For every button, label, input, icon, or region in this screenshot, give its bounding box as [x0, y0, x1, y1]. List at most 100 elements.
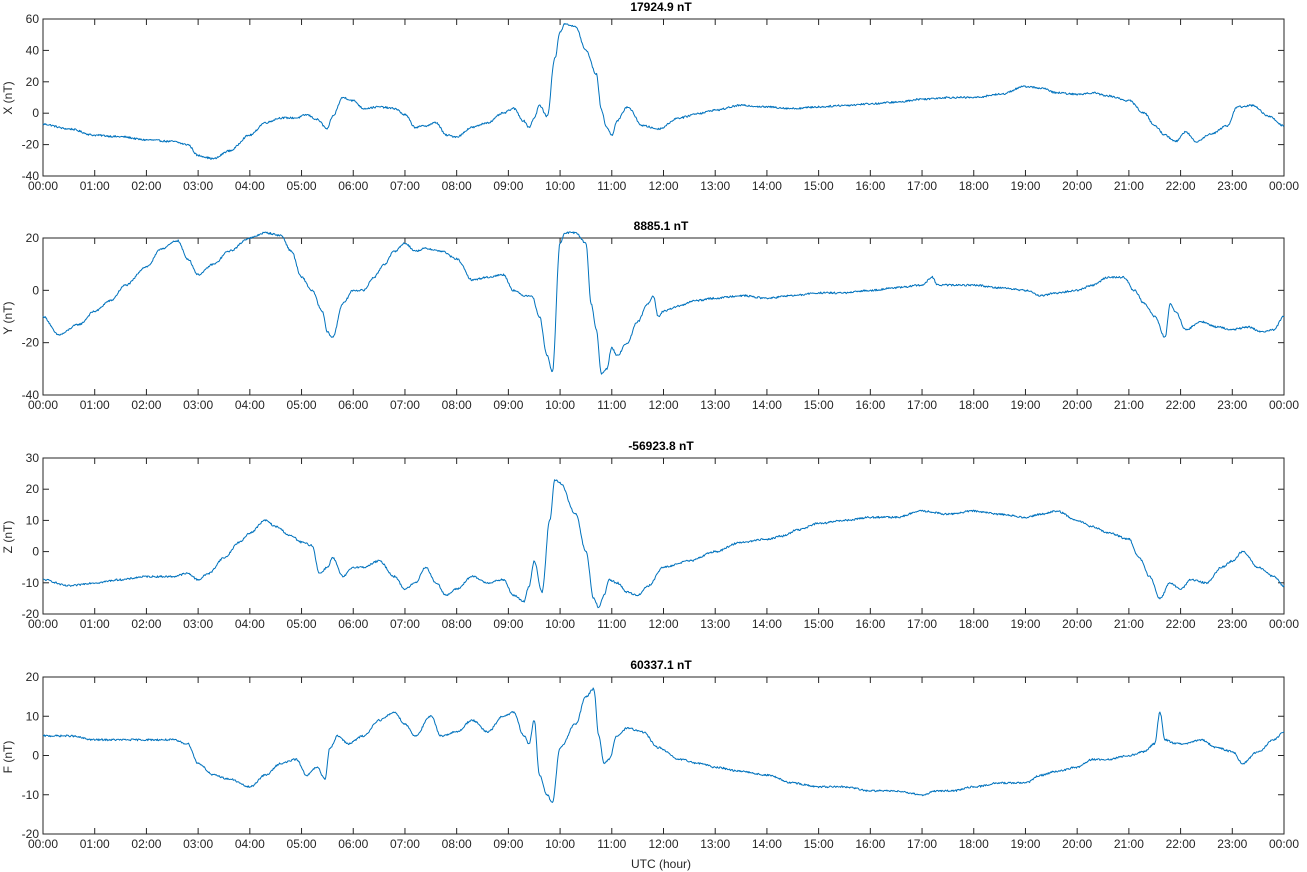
panel-x-xtick-label: 21:00	[1114, 179, 1144, 193]
panel-y-xtick-label: 14:00	[752, 398, 782, 412]
panel-x-xtick-label: 14:00	[752, 179, 782, 193]
panel-z-ytick-label: 30	[26, 451, 40, 465]
panel-y-title: 8885.1 nT	[634, 219, 689, 233]
panel-y-xtick-label: 07:00	[390, 398, 420, 412]
panel-z-xtick-label: 21:00	[1114, 617, 1144, 631]
panel-f-xtick-label: 08:00	[442, 837, 472, 851]
panel-f-ytick-label: -10	[22, 788, 40, 802]
panel-f-xtick-label: 11:00	[597, 837, 626, 851]
panel-y-xtick-label: 00:00	[1269, 398, 1299, 412]
panel-x-xtick-label: 12:00	[648, 179, 678, 193]
panel-x-xtick-label: 22:00	[1166, 179, 1196, 193]
panel-x-ytick-label: 20	[26, 75, 40, 89]
panel-x-xtick-label: 23:00	[1217, 179, 1247, 193]
panel-x-xtick-label: 00:00	[28, 179, 58, 193]
panel-y-xtick-label: 22:00	[1166, 398, 1196, 412]
panel-f-title: 60337.1 nT	[630, 658, 692, 672]
panel-x-ytick-label: -40	[22, 169, 40, 183]
panel-f-xtick-label: 23:00	[1217, 837, 1247, 851]
panel-z-xtick-label: 20:00	[1062, 617, 1092, 631]
panel-f-ytick-label: -20	[22, 827, 40, 841]
panel-f-xtick-label: 04:00	[235, 837, 265, 851]
panel-y-xtick-label: 20:00	[1062, 398, 1092, 412]
panel-f-xtick-label: 20:00	[1062, 837, 1092, 851]
panel-x-ylabel: X (nT)	[1, 81, 15, 114]
panel-f-ytick-label: 10	[26, 709, 40, 723]
panel-f-xtick-label: 10:00	[545, 837, 575, 851]
panel-f: 60337.1 nT F (nT) 00:00 01:00 02:00 03:00 04…	[1, 658, 1299, 851]
panel-y-xtick-label: 04:00	[235, 398, 265, 412]
panel-z-xtick-label: 11:00	[597, 617, 626, 631]
panel-f-xtick-label: 17:00	[907, 837, 937, 851]
panel-x-xtick-label: 02:00	[131, 179, 161, 193]
panel-f-ytick-label: 20	[26, 670, 40, 684]
panel-z-xtick-label: 14:00	[752, 617, 782, 631]
panel-x-xtick-label: 03:00	[183, 179, 213, 193]
panel-y-series-line	[42, 231, 1285, 375]
panel-x-xtick-label: 06:00	[338, 179, 368, 193]
panel-x: 17924.9 nT X (nT) 00:00 01:00 02:00 03:00 0 4…	[1, 0, 1299, 193]
panel-z-xtick-label: 02:00	[131, 617, 161, 631]
panel-f-xtick-label: 14:00	[752, 837, 782, 851]
panel-x-xtick-label: 08:00	[442, 179, 472, 193]
panel-z-ytick-label: -20	[22, 607, 40, 621]
panel-x-xtick-label: 09:00	[493, 179, 523, 193]
panel-y-xtick-label: 17:00	[907, 398, 937, 412]
panel-z-xtick-label: 17:00	[907, 617, 937, 631]
panel-f-xtick-label: 21:00	[1114, 837, 1144, 851]
panel-x-ytick-label: 60	[26, 12, 40, 26]
panel-z-ytick-label: 10	[26, 513, 40, 527]
panel-y-xtick-label: 10:00	[545, 398, 575, 412]
panel-f-xtick-label: 02:00	[131, 837, 161, 851]
panel-y-ytick-label: -20	[22, 336, 40, 350]
panel-f-xtick-label: 09:00	[493, 837, 523, 851]
panel-y-ytick-label: 20	[26, 231, 40, 245]
panel-z-xtick-label: 12:00	[648, 617, 678, 631]
panel-z-xtick-label: 07:00	[390, 617, 420, 631]
panel-y-xtick-label: 19:00	[1010, 398, 1040, 412]
panel-x-xtick-label: 05:00	[287, 179, 317, 193]
panel-f-xtick-label: 06:00	[338, 837, 368, 851]
panel-y-xtick-label: 11:00	[597, 398, 626, 412]
panel-z-xtick-label: 18:00	[959, 617, 989, 631]
panel-f-xtick-label: 18:00	[959, 837, 989, 851]
panel-z-title: -56923.8 nT	[628, 439, 694, 453]
panel-x-xtick-label: 18:00	[959, 179, 989, 193]
panel-y-xtick-label: 00:00	[28, 398, 58, 412]
panel-f-xtick-label: 01:00	[80, 837, 110, 851]
panel-z-ylabel: Z (nT)	[1, 521, 15, 554]
panel-y-xtick-label: 02:00	[131, 398, 161, 412]
panel-z-xtick-label: 13:00	[700, 617, 730, 631]
panel-z-ytick-label: -10	[22, 576, 40, 590]
panel-x-xtick-label: 13:00	[700, 179, 730, 193]
panel-x-title: 17924.9 nT	[630, 0, 692, 14]
panel-z-xtick-label: 08:00	[442, 617, 472, 631]
panel-x-xtick-label: 07:00	[390, 179, 420, 193]
panel-f-ylabel: F (nT)	[1, 741, 15, 774]
panel-x-ytick-label: 40	[26, 43, 40, 57]
panel-z-ytick-label: 20	[26, 482, 40, 496]
panel-f-xtick-label: 05:00	[287, 837, 317, 851]
panel-x-xtick-label: 00:00	[1269, 179, 1299, 193]
panel-z-xtick-label: 06:00	[338, 617, 368, 631]
panel-z-xtick-label: 03:00	[183, 617, 213, 631]
panel-x-ytick-label: 0	[32, 106, 39, 120]
x-axis-label: UTC (hour)	[631, 857, 691, 871]
panel-x-xtick-label: 15:00	[804, 179, 834, 193]
panel-f-xtick-label: 03:00	[183, 837, 213, 851]
panel-z-xtick-label: 10:00	[545, 617, 575, 631]
panel-f-xtick-label: 13:00	[700, 837, 730, 851]
panel-y-xtick-label: 05:00	[287, 398, 317, 412]
panel-x-xtick-label: 16:00	[855, 179, 885, 193]
panel-y-ytick-label: 0	[32, 283, 39, 297]
panel-f-ytick-label: 0	[32, 749, 39, 763]
panel-z-xtick-label: 01:00	[80, 617, 110, 631]
panel-y: 8885.1 nT Y (nT) 00:00 01:00 02:00 03:00 04:…	[1, 219, 1299, 412]
panel-f-xtick-label: 22:00	[1166, 837, 1196, 851]
panel-f-xtick-label: 07:00	[390, 837, 420, 851]
panel-x-xtick-label: 19:00	[1010, 179, 1040, 193]
panel-f-series-line	[42, 687, 1285, 803]
panel-x-xtick-label: 01:00	[80, 179, 110, 193]
panel-z-xtick-label: 09:00	[493, 617, 523, 631]
